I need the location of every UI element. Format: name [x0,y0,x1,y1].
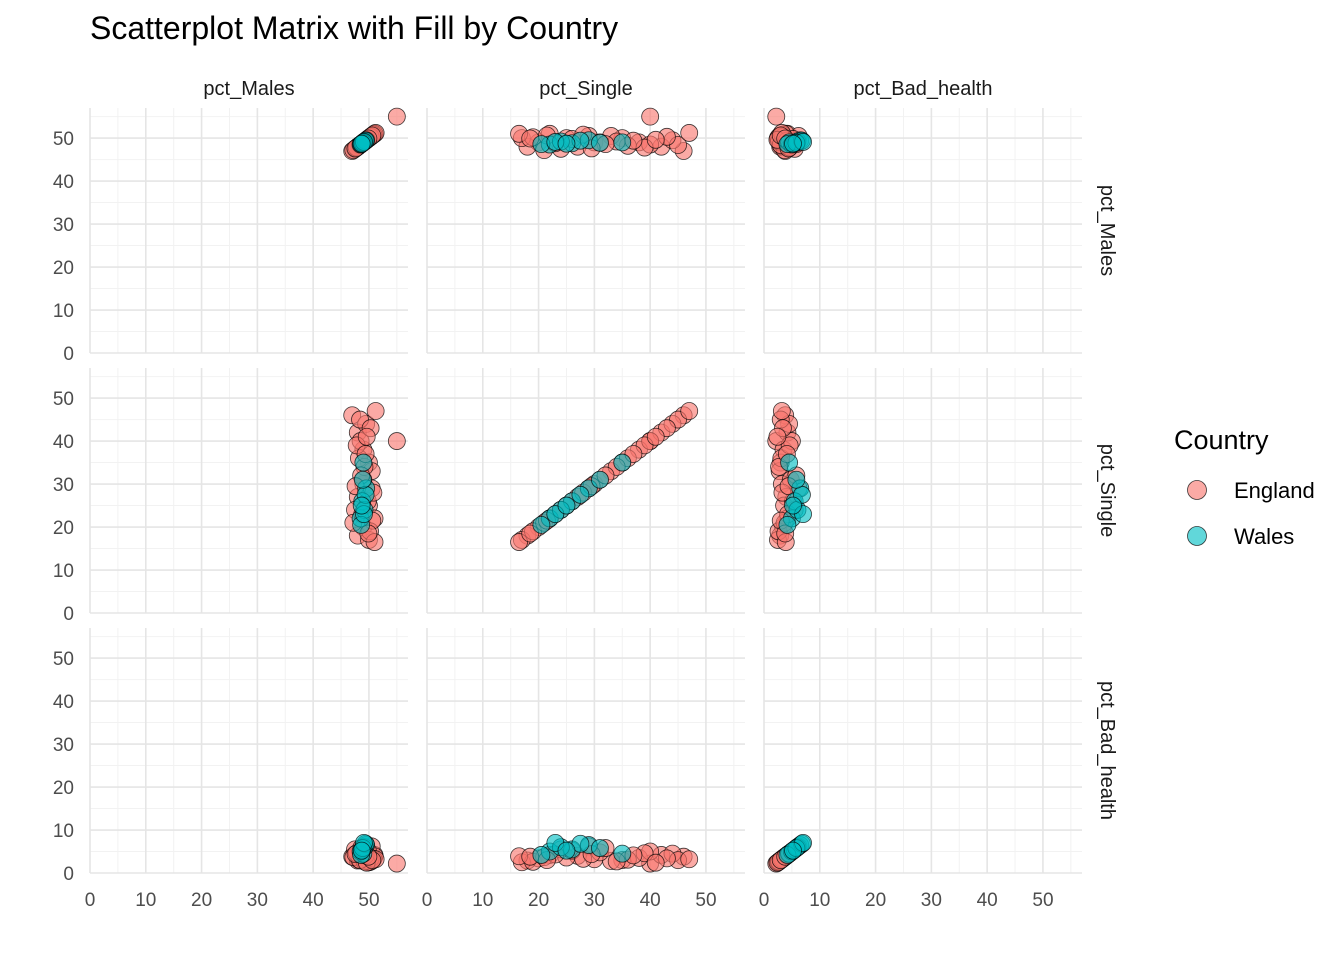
point-wales [571,485,590,504]
point-wales [613,453,632,472]
strip-label-row-pct_Bad_health: pct_Bad_health [1096,681,1118,820]
point-england [767,107,786,126]
panel-pct_Single-vs-pct_Bad_health [763,368,1082,614]
x-tick-label: 50 [358,890,379,911]
point-wales [591,839,609,857]
x-tick-label: 10 [472,890,493,911]
point-wales [557,134,576,153]
y-tick-label: 40 [53,692,74,713]
point-wales [557,496,576,515]
x-tick-label: 0 [85,890,96,911]
strip-label-row-pct_Males: pct_Males [1096,185,1118,276]
y-tick-label: 50 [53,129,74,150]
y-tick-label: 20 [53,778,74,799]
strip-label-pct_Males: pct_Males [203,78,294,100]
x-tick-label: 50 [695,890,716,911]
y-tick-label: 50 [53,389,74,410]
point-england [680,402,699,420]
x-tick-label: 10 [135,890,156,911]
panel-pct_Males-vs-pct_Males [89,108,408,354]
point-wales [784,134,802,153]
x-tick-label: 30 [247,890,268,911]
point-wales [354,453,373,472]
legend-label-wales: Wales [1234,524,1294,549]
point-england [641,107,660,126]
x-tick-label: 30 [584,890,605,911]
chart-title: Scatterplot Matrix with Fill by Country [90,10,619,46]
strip-label-pct_Bad_health: pct_Bad_health [853,78,992,100]
point-england [357,427,376,446]
point-england [387,432,406,450]
strip-label-pct_Single: pct_Single [539,78,632,100]
point-wales [613,133,632,152]
legend-key-england [1187,480,1207,500]
point-england [768,427,787,446]
panel-pct_Single-vs-pct_Single [426,368,745,614]
point-england [680,124,699,142]
y-tick-label: 40 [53,172,74,193]
x-tick-label: 40 [640,890,661,911]
panel-pct_Bad_health-vs-pct_Males [89,628,408,874]
point-wales [780,453,799,472]
point-wales [532,846,551,864]
y-tick-label: 0 [63,604,74,625]
point-wales [613,844,632,863]
y-tick-label: 30 [53,475,74,496]
panel-pct_Bad_health-vs-pct_Single [426,628,745,874]
point-wales [784,841,802,860]
x-tick-label: 40 [977,890,998,911]
point-wales [353,470,372,489]
point-wales [352,841,371,860]
y-tick-label: 50 [53,649,74,670]
point-wales [778,515,797,534]
x-tick-label: 30 [921,890,942,911]
y-tick-label: 0 [63,864,74,885]
x-tick-label: 10 [809,890,830,911]
legend-label-england: England [1234,478,1315,503]
panel-pct_Bad_health-vs-pct_Bad_health [763,628,1082,874]
y-tick-label: 0 [63,344,74,365]
point-england [646,427,665,446]
x-tick-label: 50 [1032,890,1053,911]
y-tick-label: 20 [53,258,74,279]
point-wales [591,133,609,152]
strip-label-row-pct_Single: pct_Single [1096,444,1118,537]
y-tick-label: 40 [53,432,74,453]
point-wales [591,470,609,489]
panel-pct_Males-vs-pct_Bad_health [763,108,1082,354]
y-tick-label: 10 [53,821,74,842]
point-wales [352,496,371,515]
point-wales [352,134,371,153]
x-tick-label: 20 [865,890,886,911]
point-england [366,402,385,420]
point-wales [532,515,551,534]
x-tick-label: 20 [191,890,212,911]
legend-key-wales [1187,526,1207,546]
y-tick-label: 20 [53,518,74,539]
x-tick-label: 40 [303,890,324,911]
point-england [387,107,406,126]
x-tick-label: 0 [422,890,433,911]
y-tick-label: 30 [53,735,74,756]
point-england [772,402,791,420]
point-england [387,854,406,873]
x-tick-label: 20 [528,890,549,911]
y-tick-label: 10 [53,301,74,322]
legend-title: Country [1174,425,1269,455]
point-wales [787,470,806,489]
point-england [680,850,699,869]
point-england [646,130,665,149]
point-wales [557,841,576,860]
y-tick-label: 30 [53,215,74,236]
x-tick-label: 0 [759,890,770,911]
point-wales [784,496,802,515]
y-tick-label: 10 [53,561,74,582]
point-england [646,853,665,872]
